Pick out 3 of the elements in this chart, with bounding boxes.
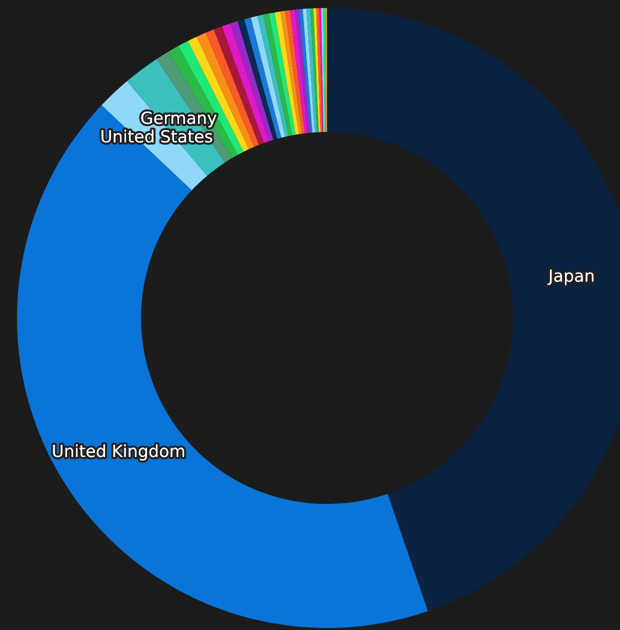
slice-label: United States xyxy=(102,130,212,143)
slice-label: United Kingdom xyxy=(53,444,184,460)
slice-label: Japan xyxy=(547,270,594,286)
